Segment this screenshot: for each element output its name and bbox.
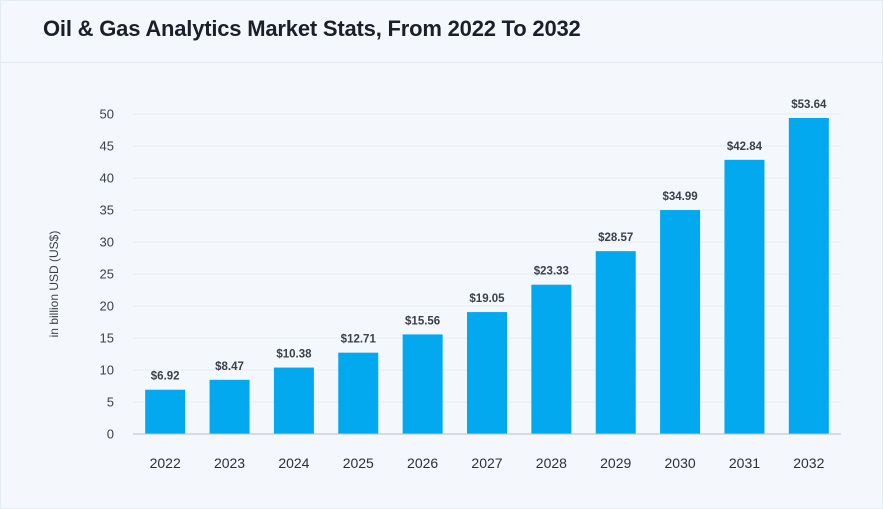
data-label: $8.47 xyxy=(215,361,244,373)
x-axis-ticks: 2022 2023 2024 2025 2026 2027 2028 2029 2030 2031… xyxy=(150,455,825,471)
gridlines xyxy=(133,113,841,403)
x-tick-label: 2026 xyxy=(407,455,438,471)
y-axis-title: in billion USD (US$) xyxy=(47,231,61,338)
y-tick-label: 45 xyxy=(100,139,114,154)
chart-title: Oil & Gas Analytics Market Stats, From 2… xyxy=(43,16,581,41)
data-label: $34.99 xyxy=(662,191,697,203)
bar xyxy=(209,379,250,434)
bar xyxy=(273,367,314,434)
data-label: $23.33 xyxy=(534,266,569,278)
data-label: $15.56 xyxy=(405,315,440,327)
bar xyxy=(595,251,636,434)
bar xyxy=(145,389,186,434)
x-tick-label: 2027 xyxy=(471,455,502,471)
bar xyxy=(724,159,765,434)
y-axis-ticks: 0 5 10 15 20 25 30 35 40 45 50 xyxy=(100,107,114,442)
bar xyxy=(338,352,379,434)
data-label: $28.57 xyxy=(598,232,633,244)
y-tick-label: 25 xyxy=(100,267,114,282)
data-label: $53.64 xyxy=(791,99,827,111)
y-tick-label: 35 xyxy=(100,203,114,218)
y-tick-label: 20 xyxy=(100,299,114,314)
data-label: $12.71 xyxy=(341,334,377,346)
data-label: $6.92 xyxy=(151,371,180,383)
chart-header: Oil & Gas Analytics Market Stats, From 2… xyxy=(1,1,883,63)
bar xyxy=(531,284,572,434)
y-tick-label: 50 xyxy=(100,107,114,122)
data-label: $10.38 xyxy=(276,349,312,361)
data-label: $19.05 xyxy=(469,293,505,305)
bars xyxy=(145,118,829,434)
bar xyxy=(660,210,701,434)
bar xyxy=(788,118,829,434)
x-tick-label: 2023 xyxy=(214,455,245,471)
y-tick-label: 5 xyxy=(107,395,114,410)
y-tick-label: 10 xyxy=(100,363,114,378)
y-tick-label: 0 xyxy=(107,427,114,442)
x-tick-label: 2022 xyxy=(150,455,181,471)
data-labels: $6.92 $8.47 $10.38 $12.71 $15.56 $19.05 $23.33… xyxy=(151,99,827,383)
x-tick-label: 2025 xyxy=(343,455,374,471)
y-tick-label: 15 xyxy=(100,331,114,346)
y-tick-label: 30 xyxy=(100,235,114,250)
x-tick-label: 2030 xyxy=(665,455,696,471)
x-tick-label: 2032 xyxy=(793,455,824,471)
bar xyxy=(402,334,443,434)
x-tick-label: 2029 xyxy=(600,455,631,471)
y-tick-label: 40 xyxy=(100,171,114,186)
x-tick-label: 2031 xyxy=(729,455,760,471)
x-tick-label: 2024 xyxy=(278,455,309,471)
bar xyxy=(467,312,507,434)
x-tick-label: 2028 xyxy=(536,455,567,471)
data-label: $42.84 xyxy=(727,141,763,153)
